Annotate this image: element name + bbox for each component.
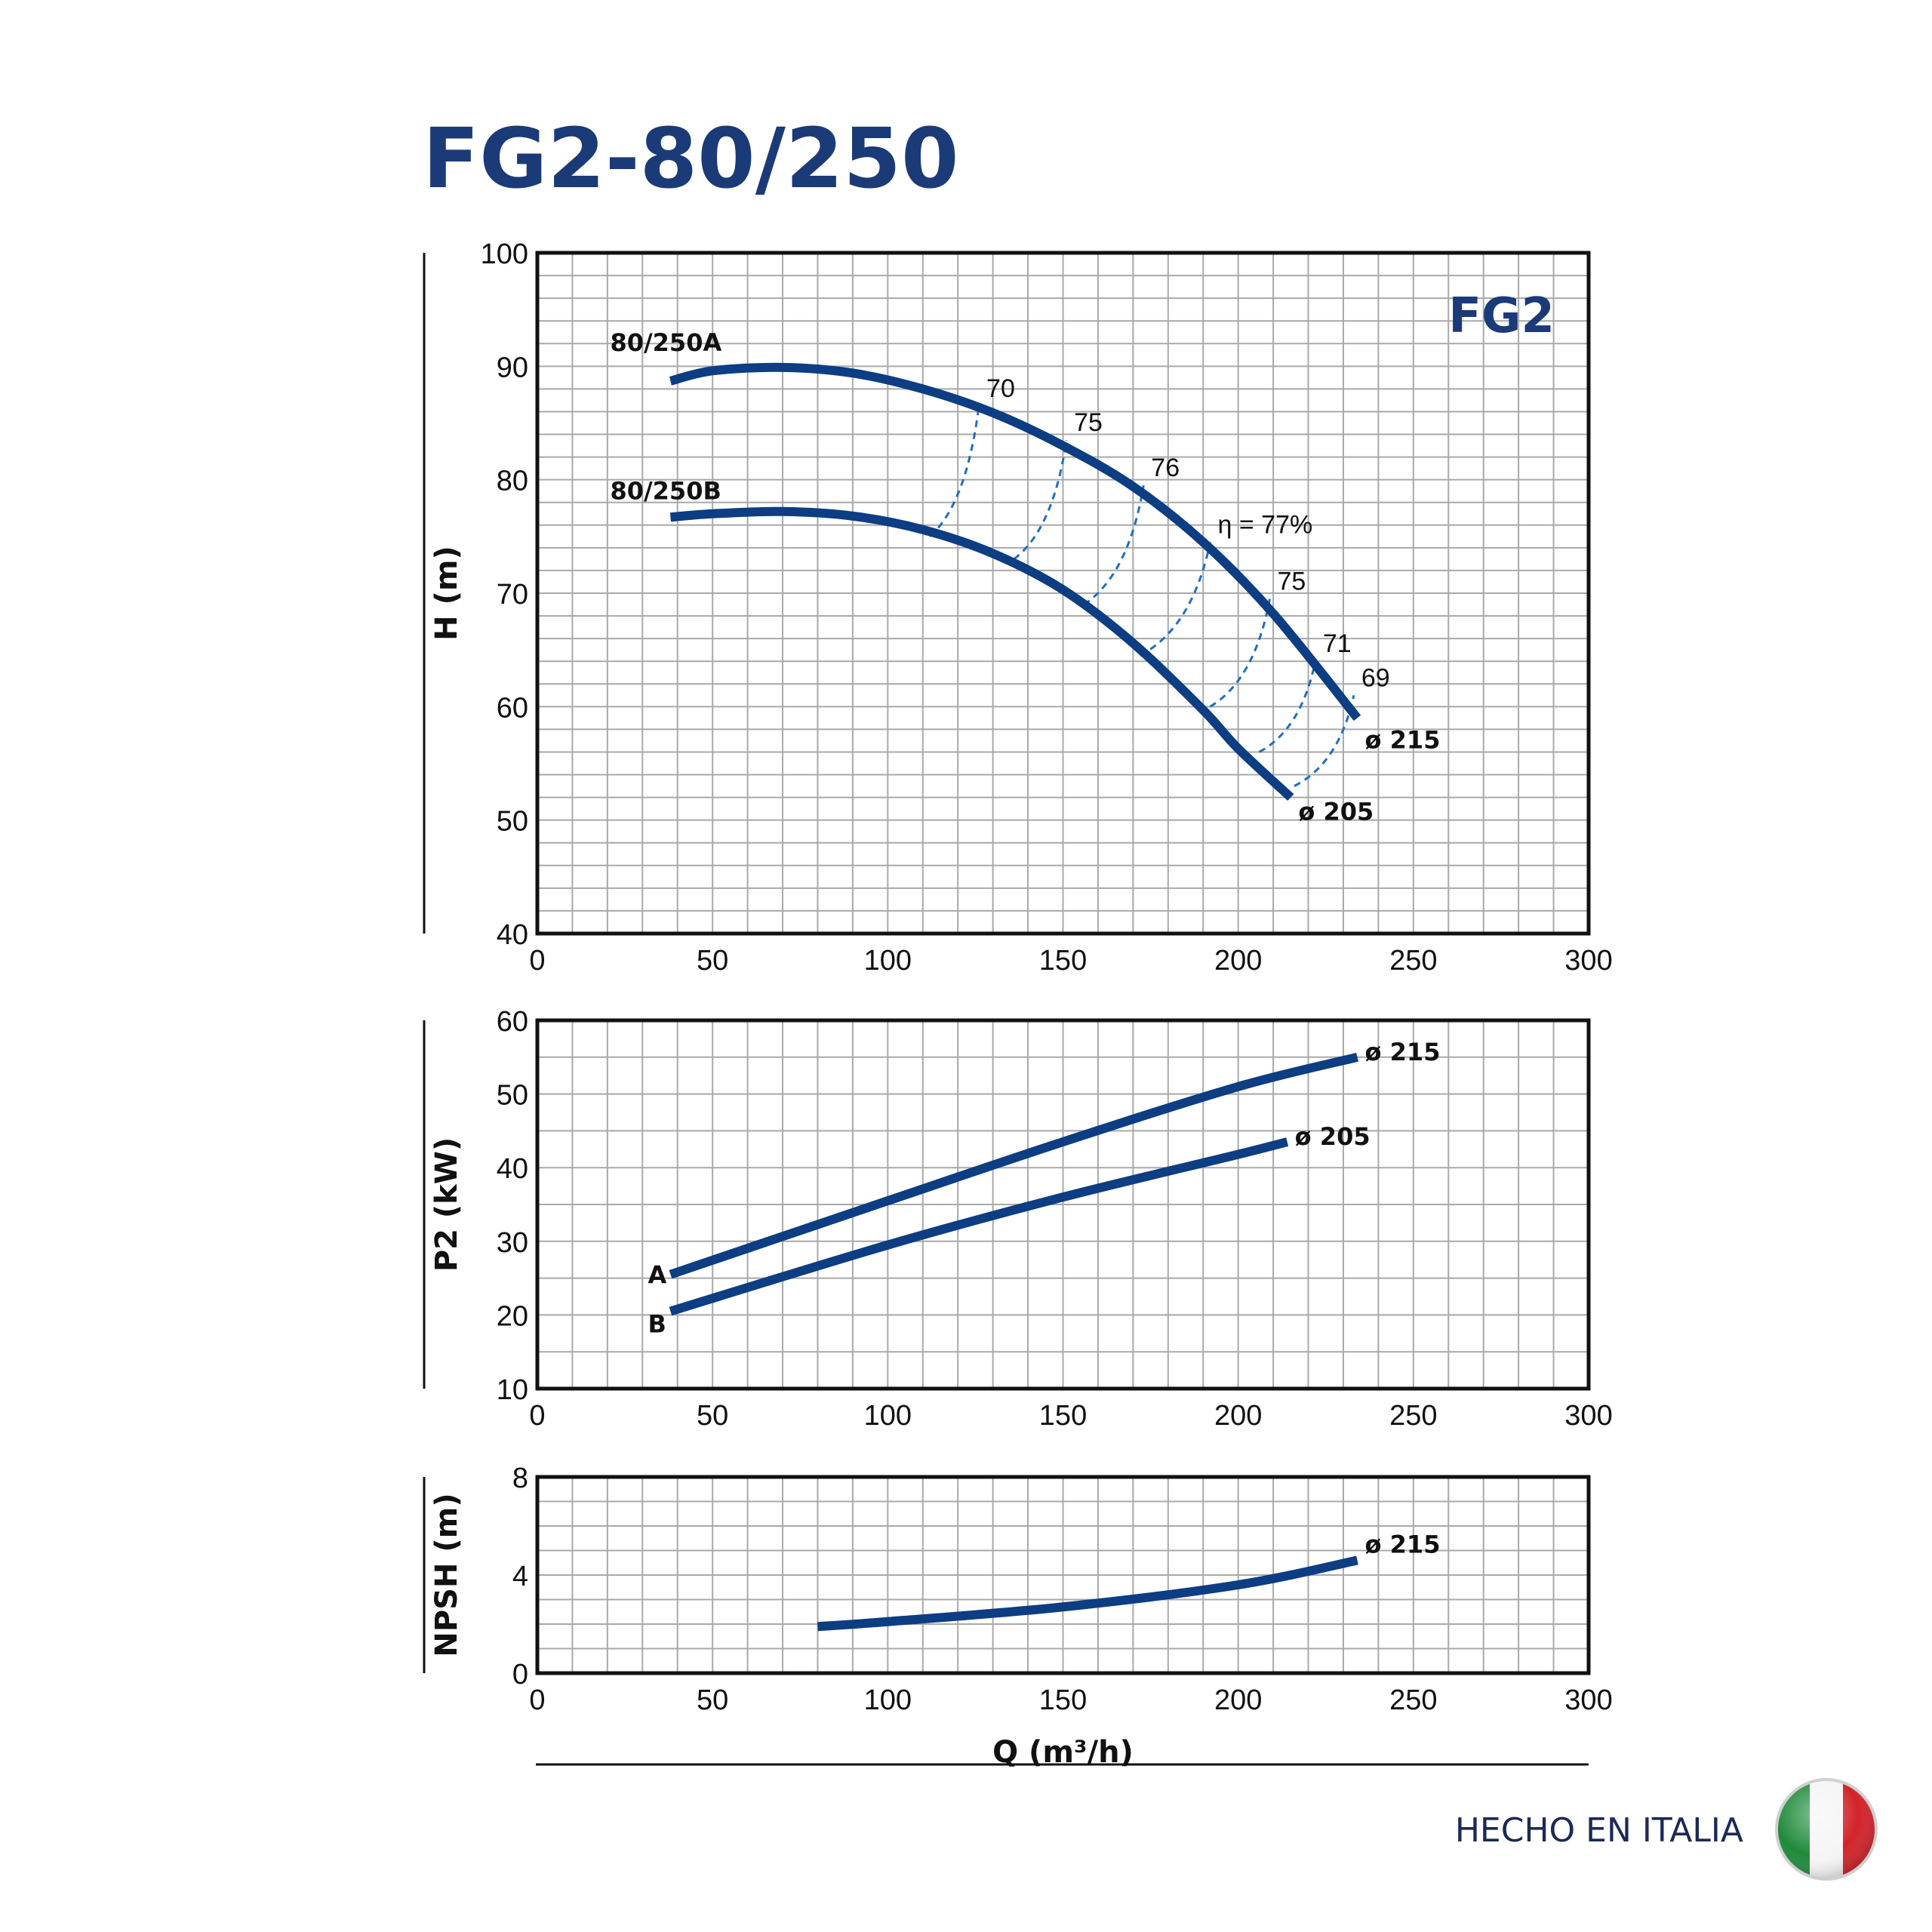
plot-frame xyxy=(535,251,1591,936)
series-name-label: B xyxy=(648,1310,666,1339)
x-tick-label: 200 xyxy=(1214,1400,1262,1432)
x-tick-label: 50 xyxy=(697,945,728,977)
series-end-label: ø 215 xyxy=(1365,1038,1441,1066)
y-tick-label: 50 xyxy=(497,1080,528,1112)
x-tick-label: 150 xyxy=(1039,945,1087,977)
y-tick-label: 40 xyxy=(497,919,528,951)
x-tick-label: 250 xyxy=(1389,945,1437,977)
efficiency-label: 75 xyxy=(1277,568,1306,596)
footer-made-in: HECHO EN ITALIA xyxy=(1455,1811,1743,1850)
grid-lines xyxy=(537,1476,1589,1674)
y-tick-label: 60 xyxy=(497,692,528,724)
series-end-label: ø 215 xyxy=(1365,725,1441,754)
y-tick-label: 20 xyxy=(497,1300,528,1332)
efficiency-line xyxy=(1209,598,1271,708)
y-tick-label: 90 xyxy=(497,352,528,383)
brand-tag: FG2 xyxy=(1448,288,1555,344)
y-tick-label: 60 xyxy=(497,1006,528,1038)
x-tick-label: 100 xyxy=(864,1684,912,1716)
series-end-label: ø 205 xyxy=(1295,1122,1371,1151)
plot-frame xyxy=(535,1475,1591,1675)
x-tick-label: 150 xyxy=(1039,1400,1087,1432)
panel-power: 0 50 100 150 200 250 300 10 20 30 40 50 60 P2 (kW) Aø … xyxy=(423,1006,1613,1432)
efficiency-line xyxy=(929,405,980,537)
y-tick-label: 80 xyxy=(497,466,528,497)
efficiency-label: 69 xyxy=(1361,663,1390,692)
x-tick-label: 50 xyxy=(697,1684,728,1716)
x-tick-label: 300 xyxy=(1564,1684,1612,1716)
efficiency-line xyxy=(1013,439,1068,561)
series-name-label: A xyxy=(648,1261,666,1290)
y-tick-label: 70 xyxy=(497,579,528,611)
italy-flag-icon xyxy=(1775,1778,1878,1881)
y-tick-label: 8 xyxy=(512,1463,528,1494)
x-tick-label: 300 xyxy=(1564,1400,1612,1432)
y-tick-label: 100 xyxy=(481,238,528,270)
efficiency-label: 76 xyxy=(1151,454,1180,482)
efficiency-line xyxy=(1139,542,1211,657)
x-tick-label: 250 xyxy=(1389,1684,1437,1716)
series-name-label: 80/250A xyxy=(610,328,721,357)
x-tick-label: 200 xyxy=(1214,945,1262,977)
panel-head: 0 50 100 150 200 250 300 40 50 60 70 80 90 100 H (m) 70… xyxy=(423,238,1613,977)
y-tick-label: 0 xyxy=(512,1659,528,1690)
plot-frame xyxy=(535,1018,1591,1391)
series-end-label: ø 205 xyxy=(1298,798,1374,826)
efficiency-label: 70 xyxy=(986,374,1015,403)
series-line xyxy=(669,362,1361,721)
x-tick-label: 100 xyxy=(864,945,912,977)
series-name-label: 80/250B xyxy=(610,476,721,505)
grid-lines xyxy=(537,1020,1589,1389)
efficiency-label: 71 xyxy=(1323,629,1352,658)
x-tick-label: 50 xyxy=(697,1400,728,1432)
y-tick-label: 10 xyxy=(497,1374,528,1406)
x-tick-label: 0 xyxy=(529,945,545,977)
chart-title: FG2-80/250 xyxy=(423,110,959,207)
x-tick-label: 0 xyxy=(529,1684,545,1716)
x-tick-label: 250 xyxy=(1389,1400,1437,1432)
y-tick-label: 30 xyxy=(497,1227,528,1259)
y-axis-title: H (m) xyxy=(429,546,464,641)
x-tick-label: 200 xyxy=(1214,1684,1262,1716)
series-line xyxy=(817,1555,1358,1632)
x-tick-label: 150 xyxy=(1039,1684,1087,1716)
y-axis-title: P2 (kW) xyxy=(429,1137,464,1272)
y-tick-label: 50 xyxy=(497,806,528,838)
x-tick-label: 0 xyxy=(529,1400,545,1432)
efficiency-line xyxy=(1258,660,1317,753)
y-axis-title: NPSH (m) xyxy=(429,1493,464,1657)
series-line xyxy=(669,1052,1358,1279)
y-tick-label: 4 xyxy=(512,1561,528,1592)
efficiency-label: 75 xyxy=(1074,408,1103,437)
x-tick-label: 300 xyxy=(1564,945,1612,977)
efficiency-label: η = 77% xyxy=(1218,510,1313,539)
series-line xyxy=(669,1137,1289,1316)
y-tick-label: 40 xyxy=(497,1153,528,1185)
series-line xyxy=(669,506,1294,801)
efficiency-line xyxy=(1083,485,1145,606)
series-end-label: ø 215 xyxy=(1365,1531,1441,1559)
x-tick-label: 100 xyxy=(864,1400,912,1432)
